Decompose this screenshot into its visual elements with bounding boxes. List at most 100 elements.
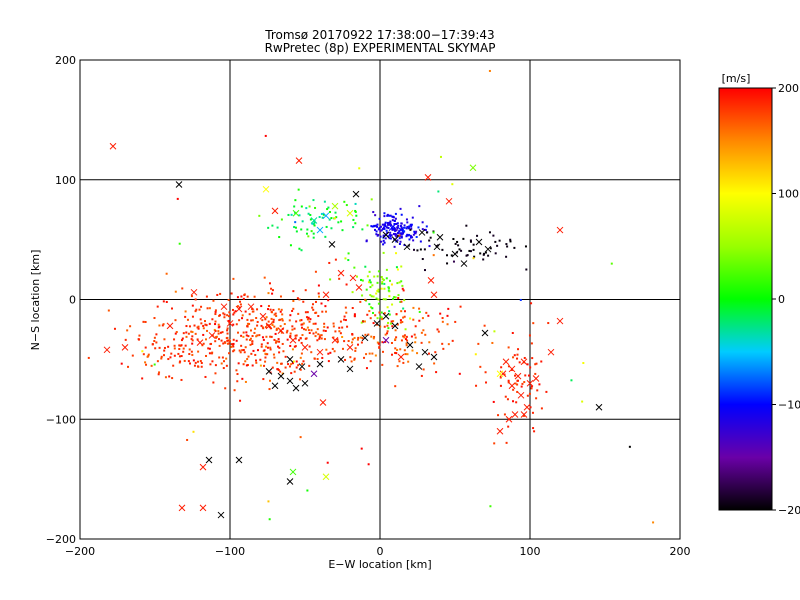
data-point-dot bbox=[384, 341, 387, 344]
data-point-dot bbox=[260, 305, 263, 308]
data-point-dot bbox=[231, 308, 234, 311]
data-point-dot bbox=[359, 336, 362, 339]
data-point-dot bbox=[395, 233, 398, 236]
data-point-dot bbox=[212, 299, 215, 302]
data-point-dot bbox=[275, 328, 278, 331]
data-point-dot bbox=[154, 347, 157, 350]
data-point-dot bbox=[245, 331, 248, 334]
data-point-dot bbox=[186, 438, 189, 441]
data-point-dot bbox=[354, 209, 357, 212]
data-point-dot bbox=[385, 229, 388, 232]
data-point-dot bbox=[178, 242, 181, 245]
data-point-dot bbox=[389, 220, 392, 223]
data-point-dot bbox=[436, 328, 439, 331]
data-point-dot bbox=[323, 325, 326, 328]
data-point-dot bbox=[228, 311, 231, 314]
data-point-x bbox=[517, 391, 525, 399]
data-point-dot bbox=[165, 301, 168, 304]
data-point-dot bbox=[375, 233, 378, 236]
data-point-dot bbox=[263, 349, 266, 352]
data-point-dot bbox=[226, 342, 229, 345]
data-point-dot bbox=[268, 518, 271, 521]
data-point-x-stroke bbox=[433, 243, 441, 251]
data-point-dot bbox=[202, 327, 205, 330]
data-point-dot bbox=[245, 338, 248, 341]
data-point-dot bbox=[162, 323, 165, 326]
data-point-dot bbox=[293, 370, 296, 373]
data-point-dot bbox=[228, 319, 231, 322]
data-point-dot bbox=[308, 364, 311, 367]
data-point-dot bbox=[300, 326, 303, 329]
data-point-dot bbox=[403, 299, 406, 302]
data-point-dot bbox=[390, 283, 393, 286]
data-point-x bbox=[277, 372, 285, 380]
data-point-dot bbox=[302, 322, 305, 325]
data-point-dot bbox=[171, 377, 174, 380]
data-point-x-stroke bbox=[199, 463, 207, 471]
data-point-dot bbox=[153, 317, 156, 320]
data-point-dot bbox=[432, 231, 435, 234]
data-point-x-stroke bbox=[595, 403, 603, 411]
data-point-dot bbox=[512, 400, 515, 403]
data-point-dot bbox=[387, 321, 390, 324]
data-point-dot bbox=[331, 347, 334, 350]
data-point-dot bbox=[267, 500, 270, 503]
data-point-dot bbox=[523, 356, 526, 359]
data-point-dot bbox=[383, 212, 386, 215]
data-point-dot bbox=[244, 380, 247, 383]
data-point-dot bbox=[246, 295, 249, 298]
data-point-dot bbox=[370, 198, 373, 201]
data-point-x bbox=[499, 370, 507, 378]
data-point-dot bbox=[187, 332, 190, 335]
data-point-dot bbox=[227, 315, 230, 318]
data-point-dot bbox=[352, 226, 355, 229]
data-point-dot bbox=[405, 344, 408, 347]
colorbar-ticks: 200 100 0 −100 −200 bbox=[772, 82, 800, 517]
data-point-dot bbox=[273, 356, 276, 359]
colorbar-tick-label: −200 bbox=[778, 504, 800, 517]
data-point-dot bbox=[628, 445, 631, 448]
data-point-dot bbox=[308, 205, 311, 208]
data-point-dot bbox=[259, 364, 262, 367]
data-point-dot bbox=[419, 240, 422, 243]
data-point-dot bbox=[270, 287, 273, 290]
data-point-x bbox=[397, 226, 405, 234]
data-point-dot bbox=[197, 325, 200, 328]
data-point-dot bbox=[434, 351, 437, 354]
data-point-x-stroke bbox=[382, 336, 390, 344]
data-point-dot bbox=[177, 352, 180, 355]
data-point-dot bbox=[371, 225, 374, 228]
data-point-dot bbox=[408, 238, 411, 241]
colorbar-tick-label: 200 bbox=[778, 82, 799, 95]
data-point-dot bbox=[307, 235, 310, 238]
data-point-dot bbox=[425, 311, 428, 314]
data-point-dot bbox=[235, 339, 238, 342]
data-point-dot bbox=[401, 321, 404, 324]
data-point-dot bbox=[262, 378, 265, 381]
data-point-x-stroke bbox=[199, 504, 207, 512]
data-point-dot bbox=[377, 302, 380, 305]
data-point-x-stroke bbox=[382, 231, 390, 239]
data-point-dot bbox=[513, 246, 516, 249]
data-point-x bbox=[355, 284, 363, 291]
data-point-x bbox=[496, 427, 504, 435]
data-point-dot bbox=[332, 322, 335, 325]
data-point-dot bbox=[309, 218, 312, 221]
data-point-dot bbox=[267, 320, 270, 323]
data-point-dot bbox=[317, 284, 320, 287]
data-point-dot bbox=[266, 323, 269, 326]
data-point-dot bbox=[382, 298, 385, 301]
data-point-dot bbox=[371, 352, 374, 355]
data-point-dot bbox=[390, 341, 393, 344]
data-point-dot bbox=[380, 229, 383, 232]
data-point-dot bbox=[394, 329, 397, 332]
data-point-dot bbox=[256, 324, 259, 327]
data-point-dot bbox=[310, 230, 313, 233]
data-point-dot bbox=[208, 307, 211, 310]
data-point-dot bbox=[381, 277, 384, 280]
data-point-dot bbox=[241, 314, 244, 317]
data-point-dot bbox=[356, 343, 359, 346]
data-point-dot bbox=[222, 342, 225, 345]
data-point-dot bbox=[194, 310, 197, 313]
data-point-dot bbox=[367, 333, 370, 336]
